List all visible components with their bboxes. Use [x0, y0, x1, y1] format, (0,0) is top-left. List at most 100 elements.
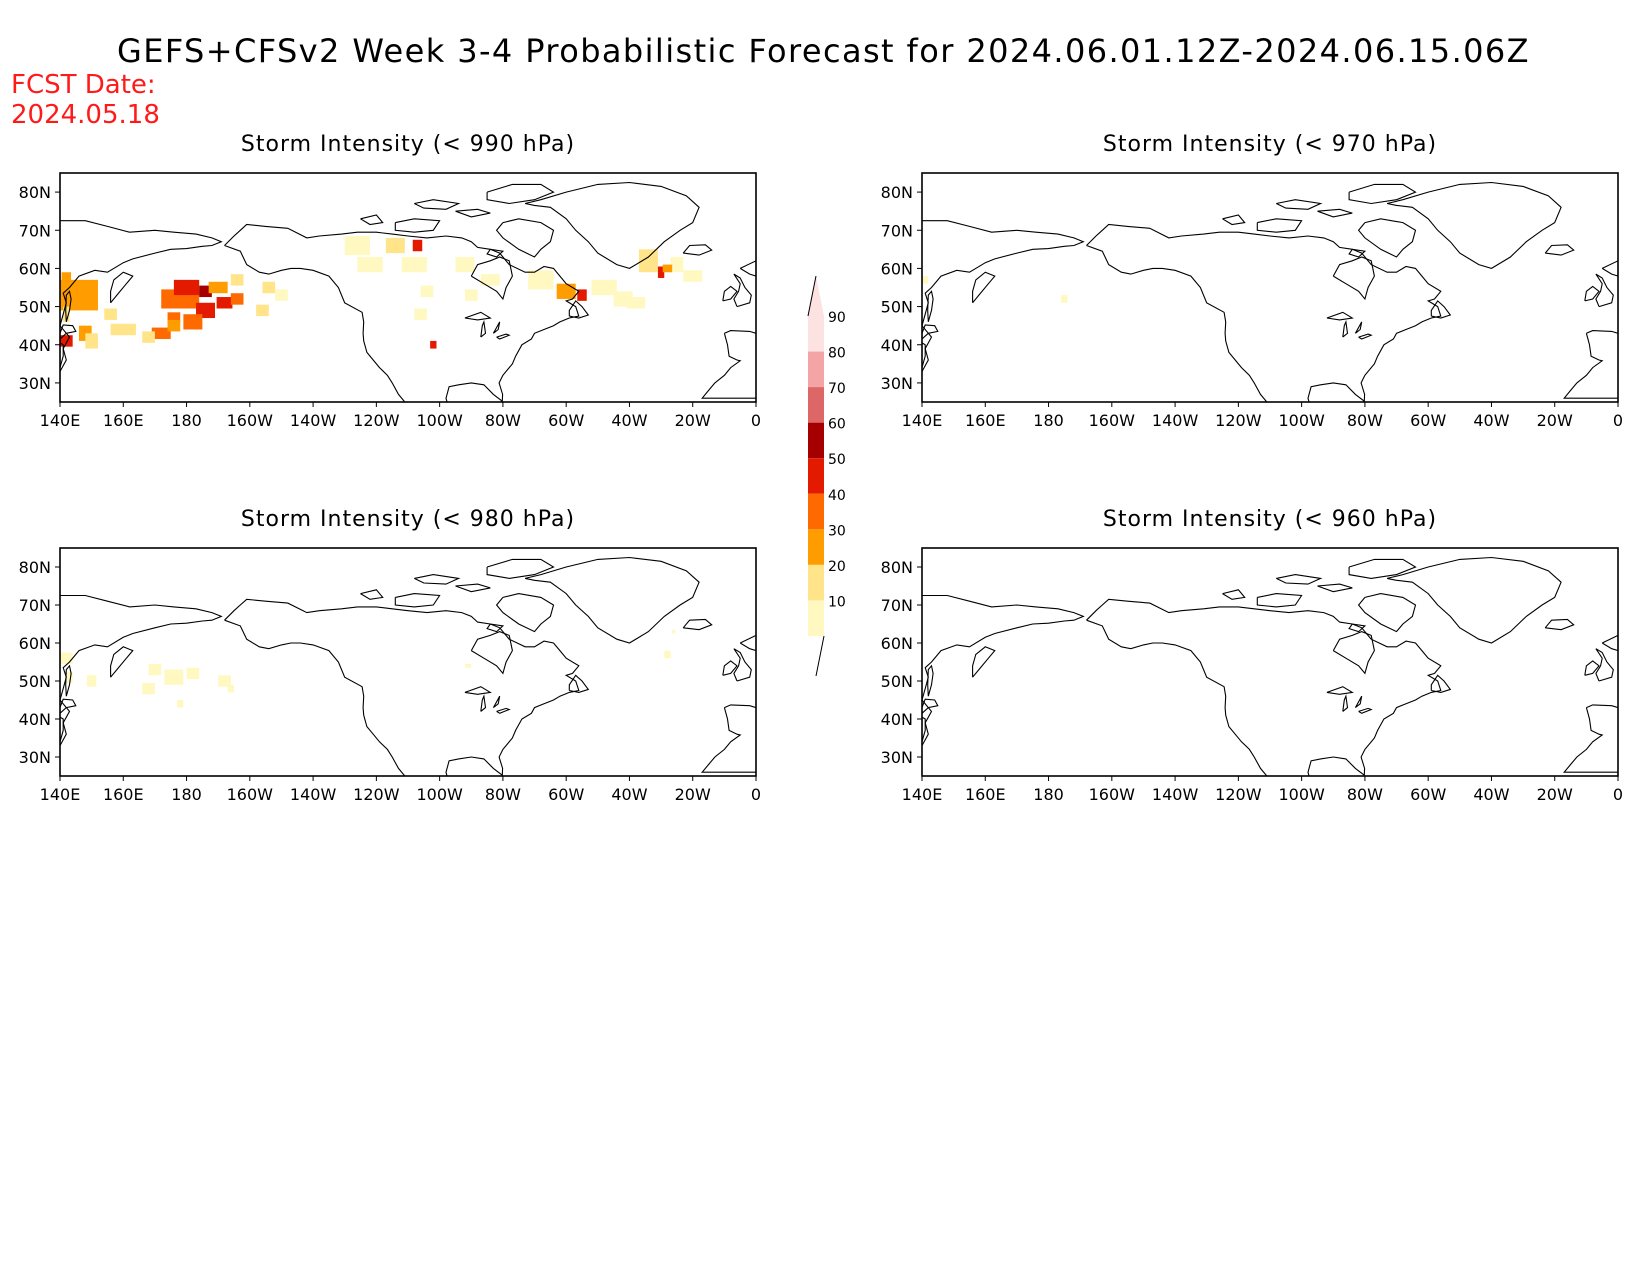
probability-cell: [183, 314, 203, 330]
probability-cell: [577, 289, 587, 301]
lat-tick-label: 30N: [881, 374, 913, 393]
coastline: [65, 664, 72, 697]
map-frame: [921, 172, 1619, 403]
lat-tick-label: 70N: [19, 596, 51, 615]
lon-tick-label: 20W: [1537, 785, 1573, 804]
lon-tick-label: 80W: [1347, 785, 1383, 804]
colorbar-label: 50: [828, 452, 846, 468]
colorbar-swatch: [808, 529, 824, 565]
coastline: [1586, 704, 1618, 709]
colorbar-label: 70: [828, 381, 846, 397]
probability-cell: [227, 684, 234, 693]
coastline: [739, 260, 756, 277]
probability-cell: [683, 270, 703, 282]
lon-tick-label: 100W: [1278, 785, 1325, 804]
coastline: [1348, 183, 1417, 205]
probability-cell: [664, 650, 671, 659]
colorbar-swatch: [808, 422, 824, 459]
coastline: [464, 311, 492, 321]
colorbar-outline: [807, 275, 825, 677]
coastline: [1348, 623, 1367, 633]
coastline: [724, 330, 756, 334]
fcst-date-value: 2024.05.18: [11, 100, 160, 130]
coastline: [1256, 218, 1303, 233]
lat-tick-label: 30N: [881, 748, 913, 767]
probability-cell: [401, 256, 427, 273]
lon-tick-label: 140E: [40, 785, 81, 804]
probability-cell: [670, 256, 684, 273]
probability-cell: [230, 293, 244, 305]
probability-cell: [480, 274, 500, 286]
lon-tick-label: 20W: [1537, 411, 1573, 430]
lon-tick-label: 140E: [902, 411, 943, 430]
lon-tick-label: 140W: [290, 785, 337, 804]
probability-cell: [104, 308, 117, 320]
coastline: [1595, 273, 1614, 308]
coastline: [722, 285, 738, 302]
probability-cell: [528, 270, 554, 290]
coastline: [60, 342, 64, 368]
coastline: [394, 218, 441, 233]
coastline: [60, 594, 223, 746]
probability-cell: [591, 279, 617, 296]
probability-cell: [86, 675, 97, 687]
colorbar-label: 90: [828, 310, 846, 326]
coastline: [1358, 707, 1373, 714]
probability-cell: [657, 266, 665, 278]
coastline: [1342, 319, 1349, 338]
coastline: [455, 583, 491, 593]
coastline: [60, 698, 77, 714]
lon-tick-label: 120W: [353, 411, 400, 430]
coastline: [1358, 333, 1373, 340]
lat-tick-label: 50N: [19, 672, 51, 691]
coastline: [1317, 583, 1353, 593]
probability-cell: [672, 629, 676, 634]
coastline: [568, 300, 590, 319]
lat-tick-label: 40N: [881, 336, 913, 355]
coastline: [1332, 256, 1375, 301]
coastline: [1222, 214, 1246, 226]
coastline: [65, 290, 72, 323]
lat-tick-label: 50N: [881, 298, 913, 317]
probability-cell: [357, 256, 383, 273]
probability-cell: [66, 671, 73, 683]
probability-cell: [110, 323, 136, 336]
coastline: [922, 324, 939, 340]
colorbar-swatch: [808, 351, 824, 388]
lon-tick-label: 60W: [548, 411, 584, 430]
coastline: [1544, 244, 1575, 256]
coastline: [1348, 248, 1367, 258]
coastline: [1386, 556, 1562, 644]
colorbar-swatch: [808, 564, 824, 601]
coastline: [1357, 218, 1417, 258]
lat-tick-label: 50N: [19, 298, 51, 317]
coastline: [922, 594, 1085, 746]
panel-title: Storm Intensity (< 980 hPa): [241, 507, 575, 532]
coastline: [480, 694, 487, 712]
probability-cell: [414, 308, 427, 320]
lat-tick-label: 60N: [881, 259, 913, 278]
coastline: [922, 716, 926, 742]
coastline: [1256, 593, 1303, 608]
probability-cell: [275, 289, 288, 301]
lon-tick-label: 140E: [902, 785, 943, 804]
coastline: [224, 223, 580, 402]
lon-tick-label: 60W: [1410, 411, 1446, 430]
main-title: GEFS+CFSv2 Week 3-4 Probabilistic Foreca…: [117, 32, 1530, 70]
colorbar-swatch: [808, 493, 824, 530]
lat-tick-label: 40N: [19, 336, 51, 355]
lon-tick-label: 140E: [40, 411, 81, 430]
lat-tick-label: 80N: [881, 183, 913, 202]
coastline: [1386, 181, 1562, 269]
map-panel-p960: Storm Intensity (< 960 hPa) 140E 160E 180 16…: [881, 507, 1623, 804]
coastline: [1584, 660, 1600, 676]
coastline: [972, 646, 996, 678]
coastline: [927, 664, 934, 697]
colorbar-swatch: [808, 316, 824, 352]
colorbar-swatch: [808, 600, 824, 636]
lon-tick-label: 0: [751, 785, 761, 804]
coastline: [455, 208, 491, 218]
coastline: [733, 273, 752, 308]
lon-tick-label: 120W: [353, 785, 400, 804]
lon-tick-label: 180: [171, 411, 202, 430]
